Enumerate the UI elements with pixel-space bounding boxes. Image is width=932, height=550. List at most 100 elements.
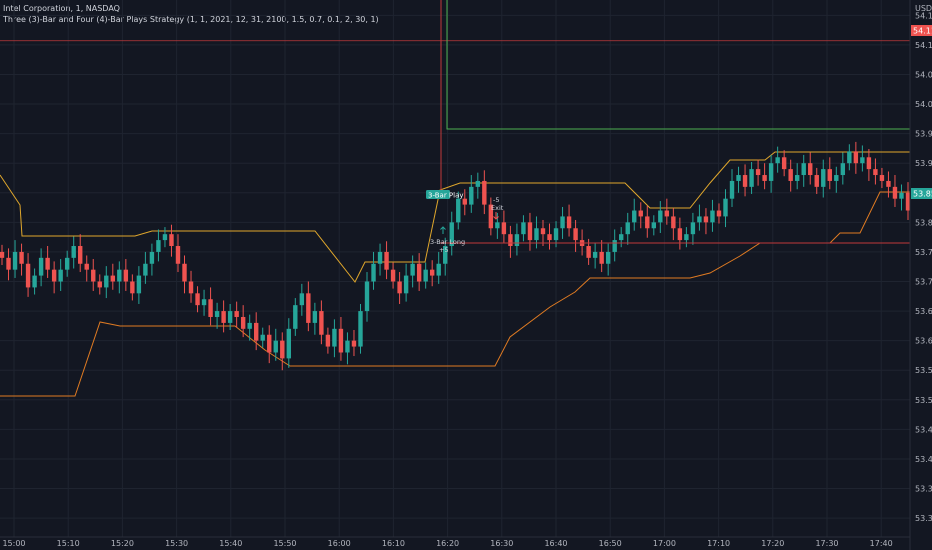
- candle-body: [684, 234, 689, 241]
- candle-body: [332, 328, 337, 347]
- candle-body: [612, 240, 617, 252]
- candle-body: [873, 169, 878, 176]
- candle-body: [619, 234, 624, 241]
- candle-body: [371, 263, 376, 282]
- trade-markers: 3-Bar Play 3-Bar Long +5 -5 Exit: [426, 190, 504, 254]
- candle-body: [293, 305, 298, 329]
- candle-body: [781, 157, 787, 170]
- candle-body: [586, 246, 591, 258]
- candle-body: [45, 257, 50, 270]
- candle-body: [788, 169, 793, 181]
- candle-body: [560, 216, 565, 229]
- candle-body: [286, 328, 291, 359]
- target-level-line: [446, 0, 910, 130]
- candle-body: [645, 216, 650, 229]
- time-axis[interactable]: 15:00 15:10 15:20 15:30 15:40 15:50 16:00 16:10…: [0, 536, 910, 548]
- time-tick: 15:20: [111, 539, 134, 548]
- candle-body: [273, 340, 278, 353]
- candle-body: [169, 234, 174, 247]
- candle-body: [456, 198, 461, 223]
- candle-body: [280, 340, 285, 359]
- candle-body: [775, 157, 780, 164]
- candle-body: [175, 246, 181, 264]
- candle-body: [227, 311, 233, 323]
- candle-body: [449, 222, 454, 247]
- candle-body: [827, 169, 832, 181]
- price-tick: 53.40: [915, 455, 932, 464]
- candle-body: [6, 257, 11, 270]
- candle-body: [527, 222, 533, 241]
- price-tick: 53.35: [915, 485, 932, 494]
- candle-body: [768, 163, 774, 181]
- candle-body: [801, 163, 806, 176]
- time-tick: 17:20: [761, 539, 784, 548]
- price-tick: 54.05: [915, 70, 932, 79]
- candle-body: [443, 246, 448, 264]
- price-tick: 53.60: [915, 337, 932, 346]
- time-tick: 16:10: [382, 539, 405, 548]
- candle-body: [703, 216, 709, 223]
- candle-body: [514, 234, 520, 247]
- candle-body: [762, 175, 767, 181]
- price-tag-red: 54.11: [911, 25, 932, 36]
- candle-body: [384, 251, 389, 270]
- candle-body: [879, 175, 885, 181]
- candlestick-series: [0, 141, 911, 371]
- candle-body: [214, 311, 220, 317]
- strategy-title[interactable]: Three (3)-Bar and Four (4)-Bar Plays Str…: [3, 15, 379, 24]
- candle-body: [260, 334, 265, 341]
- chart-grid: [0, 0, 910, 537]
- time-tick: 15:50: [273, 539, 296, 548]
- candle-body: [605, 251, 611, 264]
- candle-body: [64, 257, 70, 270]
- candle-body: [240, 316, 246, 329]
- candle-body: [475, 180, 481, 187]
- candle-body: [78, 246, 83, 264]
- lower-band-line: [0, 191, 910, 397]
- candle-body: [377, 251, 383, 264]
- time-tick: 15:00: [2, 539, 25, 548]
- entry-tag-bg: [426, 190, 450, 199]
- candle-body: [338, 328, 344, 353]
- candle-body: [840, 163, 846, 176]
- candle-body: [723, 198, 728, 217]
- candle-body: [410, 263, 415, 276]
- candle-body: [834, 175, 839, 181]
- candle-body: [742, 175, 748, 187]
- candle-body: [469, 186, 474, 205]
- candle-body: [508, 234, 513, 247]
- price-tick: 53.55: [915, 366, 932, 375]
- candle-body: [482, 180, 487, 205]
- candle-body: [534, 228, 539, 241]
- long-entry-label: 3-Bar Long: [430, 238, 465, 246]
- upper-band-line: [0, 151, 910, 283]
- price-tick: 53.65: [915, 307, 932, 316]
- candle-body: [697, 216, 702, 223]
- time-tick: 17:00: [653, 539, 676, 548]
- candle-body: [501, 222, 507, 235]
- price-axis[interactable]: USD 54.15 54.10 54.05 54.00 53.95 53.90 53.85 5…: [909, 0, 932, 550]
- candle-body: [729, 180, 735, 199]
- price-tick: 53.95: [915, 130, 932, 139]
- candle-body: [638, 210, 643, 217]
- price-tick: 53.30: [915, 514, 932, 523]
- candle-body: [19, 251, 24, 264]
- candle-body: [312, 311, 318, 323]
- candle-body: [886, 180, 891, 187]
- candle-body: [599, 251, 604, 264]
- price-tick: 53.70: [915, 278, 932, 287]
- candle-body: [351, 340, 357, 347]
- time-tick: 15:10: [57, 539, 80, 548]
- candle-body: [808, 163, 813, 176]
- candle-body: [566, 216, 572, 229]
- long-arrow-icon: [440, 226, 446, 234]
- price-tick: 53.45: [915, 425, 932, 434]
- exit-label: Exit: [491, 204, 504, 212]
- long-entry-qty: +5: [439, 246, 449, 254]
- time-tick: 17:40: [870, 539, 893, 548]
- time-tick: 16:00: [328, 539, 351, 548]
- candle-body: [117, 269, 122, 282]
- candle-body: [104, 275, 109, 288]
- candle-body: [403, 275, 409, 294]
